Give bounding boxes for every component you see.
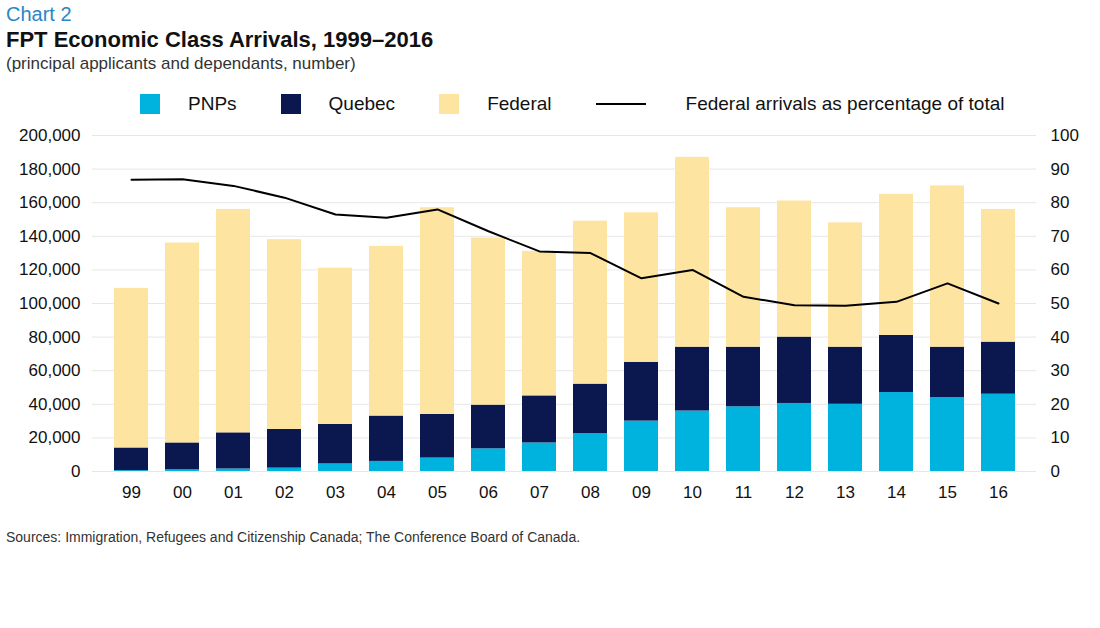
svg-text:60,000: 60,000 [29, 361, 81, 380]
svg-text:100,000: 100,000 [19, 294, 80, 313]
svg-text:09: 09 [632, 483, 651, 502]
svg-text:15: 15 [938, 483, 957, 502]
svg-text:12: 12 [785, 483, 804, 502]
svg-text:14: 14 [887, 483, 906, 502]
svg-text:07: 07 [530, 483, 549, 502]
svg-text:0: 0 [71, 462, 80, 481]
svg-text:02: 02 [275, 483, 294, 502]
svg-text:40,000: 40,000 [29, 395, 81, 414]
svg-text:20: 20 [1051, 395, 1070, 414]
svg-text:100: 100 [1051, 126, 1079, 145]
svg-text:70: 70 [1051, 227, 1070, 246]
svg-text:16: 16 [989, 483, 1008, 502]
html-text:Sources: Immigration, Refugees: Sources: Immigration, Refugees and Citiz… [6, 529, 581, 545]
svg-text:01: 01 [224, 483, 243, 502]
html-text:Federal arrivals as percentage: Federal arrivals as percentage of total [685, 93, 1005, 114]
svg-text:160,000: 160,000 [19, 193, 80, 212]
svg-text:40: 40 [1051, 328, 1070, 347]
svg-text:11: 11 [735, 483, 753, 502]
svg-text:04: 04 [377, 483, 396, 502]
svg-text:50: 50 [1051, 294, 1070, 313]
svg-text:13: 13 [836, 483, 855, 502]
html-text:PNPs: PNPs [188, 93, 237, 114]
svg-text:60: 60 [1051, 260, 1070, 279]
svg-text:0: 0 [1051, 462, 1060, 481]
svg-text:80,000: 80,000 [29, 328, 81, 347]
svg-text:180,000: 180,000 [19, 160, 80, 179]
svg-text:03: 03 [326, 483, 345, 502]
html-text:Quebec: Quebec [328, 93, 396, 114]
svg-text:120,000: 120,000 [19, 260, 80, 279]
html-text:FPT Economic Class Arrivals, 1: FPT Economic Class Arrivals, 1999–2016 [6, 27, 434, 52]
svg-text:140,000: 140,000 [19, 227, 80, 246]
svg-text:00: 00 [173, 483, 192, 502]
html-text:(principal applicants and depe: (principal applicants and dependants, nu… [6, 54, 356, 73]
svg-text:08: 08 [581, 483, 600, 502]
svg-text:20,000: 20,000 [29, 428, 81, 447]
svg-text:200,000: 200,000 [19, 126, 80, 145]
svg-text:10: 10 [683, 483, 702, 502]
svg-text:80: 80 [1051, 193, 1070, 212]
svg-text:90: 90 [1051, 160, 1070, 179]
svg-text:99: 99 [122, 483, 141, 502]
svg-text:05: 05 [428, 483, 447, 502]
html-text:Chart 2: Chart 2 [6, 3, 72, 25]
html-text:Federal: Federal [487, 93, 552, 114]
svg-text:06: 06 [479, 483, 498, 502]
svg-text:30: 30 [1051, 361, 1070, 380]
svg-text:10: 10 [1051, 428, 1070, 447]
